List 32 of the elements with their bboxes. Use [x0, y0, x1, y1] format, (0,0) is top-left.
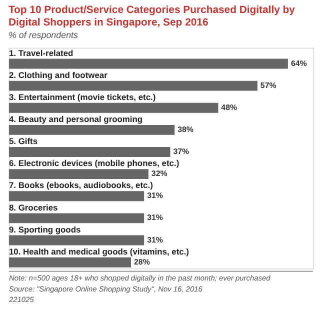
chart-subtitle: % of respondents: [8, 30, 79, 40]
y-tick-label: 7. Books (ebooks, audiobooks, etc.): [8, 180, 154, 190]
y-tick-label: 10. Health and medical goods (vitamins, etc.): [8, 246, 190, 256]
bar: [8, 191, 144, 202]
bar: [8, 213, 144, 224]
y-tick-label: 3. Entertainment (movie tickets, etc.): [8, 92, 156, 102]
y-tick-label: 6. Electronic devices (mobile phones, etc.): [8, 158, 180, 168]
data-label: 32%: [151, 169, 168, 178]
bar: [8, 257, 132, 268]
data-label: 38%: [178, 124, 194, 134]
data-label: 31%: [147, 191, 163, 200]
chart-title: Top 10 Product/Service Categories Purchased Digitally by Digital Shoppers in Singapore, Sep 2016: [8, 4, 296, 28]
bar: [8, 169, 148, 180]
y-tick-label: 1. Travel-related: [8, 48, 74, 58]
bar: [8, 58, 288, 69]
bar: [8, 147, 170, 157]
data-label: 28%: [134, 257, 150, 266]
y-tick-label: 2. Clothing and footwear: [8, 70, 108, 80]
y-tick-label: 9. Sporting goods: [8, 224, 81, 234]
y-tick-label: 8. Groceries: [8, 202, 58, 212]
bar: [8, 102, 218, 113]
data-label: 31%: [147, 235, 163, 244]
bar: [8, 80, 258, 91]
data-label: 64%: [290, 58, 307, 68]
bar: [8, 124, 175, 135]
bar: [8, 235, 144, 246]
data-label: 37%: [173, 147, 190, 156]
y-tick-label: 4. Beauty and personal grooming: [8, 114, 143, 124]
y-tick-label: 5. Gifts: [8, 136, 38, 146]
data-label: 57%: [260, 80, 276, 90]
data-label: 48%: [221, 102, 238, 112]
data-label: 31%: [147, 213, 163, 222]
